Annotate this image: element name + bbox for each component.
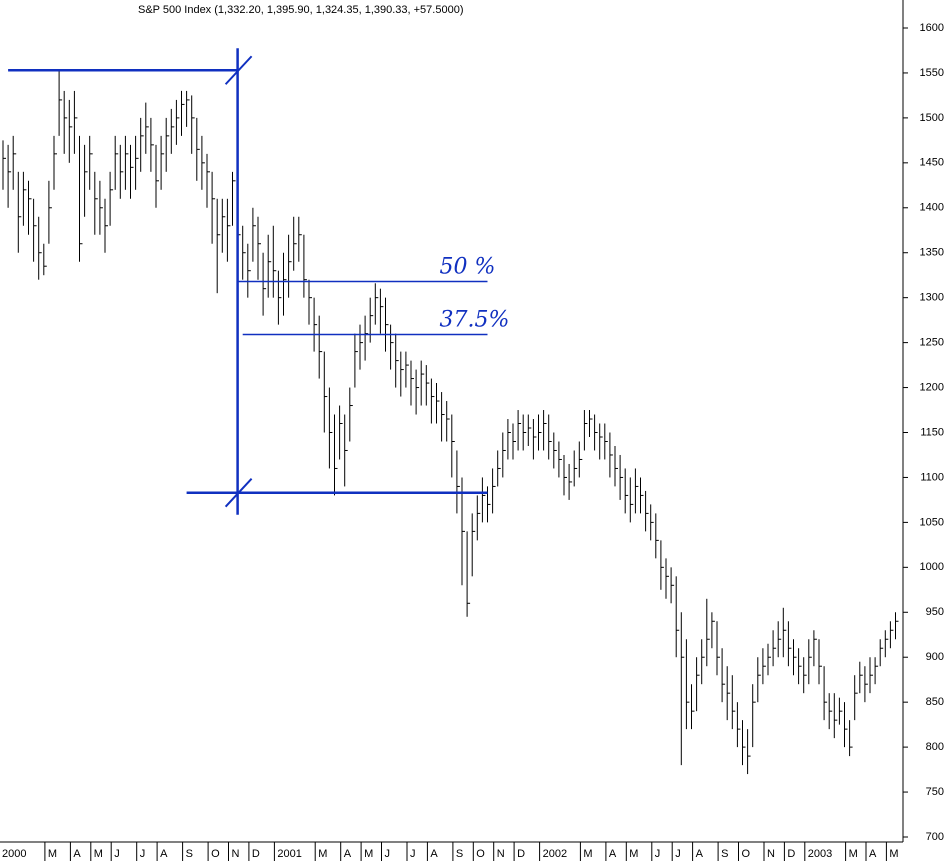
chart-title: S&P 500 Index (1,332.20, 1,395.90, 1,324… <box>138 4 463 16</box>
x-tick-label: J <box>675 848 681 860</box>
y-tick-label: 800 <box>926 741 944 753</box>
y-tick-label: 850 <box>926 696 944 708</box>
x-tick-label: N <box>232 848 240 860</box>
x-tick-label: M <box>364 848 373 860</box>
y-tick-label: 1450 <box>920 157 944 169</box>
x-tick-label: A <box>160 848 168 860</box>
x-tick-label: M <box>583 848 592 860</box>
y-tick-label: 1500 <box>920 112 944 124</box>
x-tick-label: N <box>767 848 775 860</box>
x-tick-label: O <box>742 848 751 860</box>
x-tick-label: 2003 <box>808 848 832 860</box>
x-tick-label: A <box>609 848 617 860</box>
x-tick-label: S <box>186 848 193 860</box>
x-tick-label: S <box>721 848 728 860</box>
x-tick-label: J <box>410 848 416 860</box>
x-tick-label: A <box>869 848 877 860</box>
y-tick-label: 1600 <box>920 22 944 34</box>
y-tick-label: 750 <box>926 786 944 798</box>
retracement-label: 37.5% <box>440 308 510 333</box>
y-tick-label: 1200 <box>920 381 944 393</box>
y-tick-label: 1050 <box>920 516 944 528</box>
x-tick-label: D <box>517 848 525 860</box>
x-tick-label: O <box>476 848 485 860</box>
retracement-label: 50 % <box>440 254 496 279</box>
x-tick-label: M <box>629 848 638 860</box>
x-tick-label: A <box>344 848 352 860</box>
y-tick-label: 1300 <box>920 292 944 304</box>
y-tick-label: 1350 <box>920 247 944 259</box>
y-tick-label: 900 <box>926 651 944 663</box>
x-tick-label: D <box>787 848 795 860</box>
y-tick-label: 700 <box>926 831 944 843</box>
x-tick-label: 2001 <box>277 848 301 860</box>
x-tick-label: O <box>211 848 220 860</box>
y-tick-label: 1100 <box>920 471 944 483</box>
x-tick-label: D <box>252 848 260 860</box>
x-tick-label: A <box>430 848 438 860</box>
y-tick-label: 950 <box>926 606 944 618</box>
y-tick-label: 1150 <box>920 426 944 438</box>
x-tick-label: J <box>140 848 146 860</box>
range-cross <box>224 478 253 508</box>
x-tick-label: S <box>456 848 463 860</box>
x-tick-label: N <box>497 848 505 860</box>
x-tick-label: J <box>114 848 120 860</box>
x-tick-label: M <box>889 848 898 860</box>
x-tick-label: M <box>94 848 103 860</box>
x-tick-label: 2000 <box>2 848 26 860</box>
y-tick-label: 1550 <box>920 67 944 79</box>
x-tick-label: J <box>385 848 391 860</box>
x-tick-label: A <box>73 848 81 860</box>
x-tick-label: M <box>849 848 858 860</box>
y-tick-label: 1000 <box>920 561 944 573</box>
x-tick-label: M <box>48 848 57 860</box>
range-cross <box>224 55 253 85</box>
y-tick-label: 1250 <box>920 337 944 349</box>
x-tick-label: 2002 <box>543 848 567 860</box>
x-tick-label: M <box>318 848 327 860</box>
x-tick-label: A <box>696 848 704 860</box>
x-tick-label: J <box>655 848 661 860</box>
y-tick-label: 1400 <box>920 202 944 214</box>
